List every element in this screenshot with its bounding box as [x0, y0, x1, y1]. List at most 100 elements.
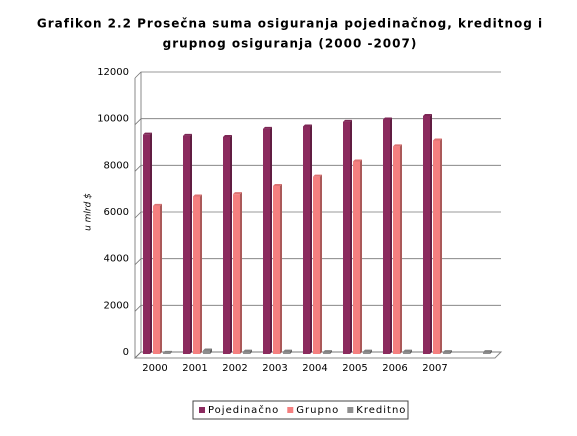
x-tick-label: 2001 — [182, 363, 207, 374]
bar-front — [233, 194, 240, 354]
bar-top — [443, 350, 452, 353]
bar-top — [303, 124, 312, 127]
bar-side — [250, 349, 252, 354]
bar — [433, 138, 442, 354]
grid-line — [134, 351, 501, 359]
bar — [223, 135, 232, 354]
bar-front — [223, 137, 230, 354]
bar — [313, 174, 322, 354]
y-axis-label: u mlrd $ — [84, 193, 94, 231]
bar — [403, 349, 412, 354]
legend-swatch — [199, 407, 205, 413]
bar-front — [423, 116, 430, 354]
bar-top — [433, 138, 442, 141]
x-tick-label: 2006 — [382, 363, 407, 374]
bar-side — [190, 133, 192, 354]
chart-title: grupnog osiguranja (2000 -2007) — [163, 37, 418, 51]
bar-top — [343, 119, 352, 122]
legend-box — [192, 400, 409, 420]
bar-side — [320, 174, 322, 354]
bar-front — [263, 128, 270, 354]
y-tick-label: 0 — [123, 347, 129, 358]
x-tick-label: 2002 — [222, 363, 247, 374]
bar-top — [153, 203, 162, 206]
bar — [423, 114, 432, 354]
bar — [243, 349, 252, 354]
bar-side — [280, 184, 282, 354]
chart-title: Grafikon 2.2 Prosečna suma osiguranja po… — [37, 17, 543, 31]
bar-front — [383, 119, 390, 354]
bar — [163, 350, 172, 354]
bar — [393, 144, 402, 354]
bar-side — [400, 144, 402, 354]
bar-top — [363, 349, 372, 352]
y-tick-label: 2000 — [104, 300, 129, 311]
bar-top — [223, 135, 232, 137]
x-tick-label: 2003 — [262, 363, 287, 374]
bar-front — [483, 352, 490, 354]
grid-line — [134, 118, 501, 125]
legend-swatch — [347, 407, 354, 413]
grid-line — [134, 211, 501, 219]
bar-top — [193, 194, 202, 197]
bar-side — [270, 126, 272, 354]
grid-line — [134, 164, 501, 172]
bar — [143, 132, 152, 354]
bar-front — [403, 351, 410, 354]
bar — [323, 350, 332, 354]
bar-top — [283, 349, 292, 352]
bar — [443, 350, 452, 354]
bar-front — [243, 351, 250, 354]
bar-side — [390, 117, 392, 354]
bar — [283, 349, 292, 354]
bar — [303, 124, 312, 354]
bar — [273, 184, 282, 354]
bar-side — [350, 119, 352, 354]
bar-top — [383, 117, 392, 120]
bar-front — [153, 205, 160, 354]
bar-top — [313, 174, 322, 177]
bar-front — [183, 135, 190, 354]
bar-top — [203, 348, 212, 351]
bar-top — [423, 114, 432, 116]
bar-front — [163, 352, 170, 354]
bar-side — [230, 135, 232, 354]
bar — [183, 133, 192, 354]
y-tick-label: 8000 — [104, 160, 129, 171]
bar-top — [353, 159, 362, 162]
bar-front — [343, 121, 350, 354]
bar — [353, 159, 362, 354]
y-tick-label: 6000 — [104, 207, 129, 218]
bar-top — [243, 349, 252, 352]
bar-front — [303, 126, 310, 354]
bar-side — [310, 124, 312, 354]
bar-front — [353, 161, 360, 354]
x-tick-label: 2000 — [142, 363, 167, 374]
bar-front — [443, 352, 450, 354]
bar — [263, 126, 272, 354]
grid-line — [134, 258, 501, 265]
x-tick-label: 2005 — [342, 363, 367, 374]
bar-top — [263, 126, 272, 129]
bar-side — [430, 114, 432, 354]
x-tick-label: 2004 — [302, 363, 327, 374]
bar-side — [370, 349, 372, 354]
bar — [483, 350, 492, 354]
bar-front — [393, 146, 400, 354]
x-tick-label: 2007 — [422, 363, 447, 374]
bar-side — [360, 159, 362, 354]
legend-swatch — [287, 407, 294, 413]
bar-front — [273, 186, 280, 354]
bar — [383, 117, 392, 354]
bar-front — [363, 351, 370, 354]
bar-top — [393, 144, 402, 147]
bar-top — [233, 192, 242, 195]
y-tick-label: 10000 — [97, 114, 129, 125]
bar-front — [313, 176, 320, 354]
bar-side — [330, 350, 332, 354]
bar — [343, 119, 352, 354]
bar-front — [193, 196, 200, 354]
legend-label: Pojedinačno — [208, 404, 279, 416]
bar-side — [160, 203, 162, 354]
bar-side — [170, 350, 172, 354]
